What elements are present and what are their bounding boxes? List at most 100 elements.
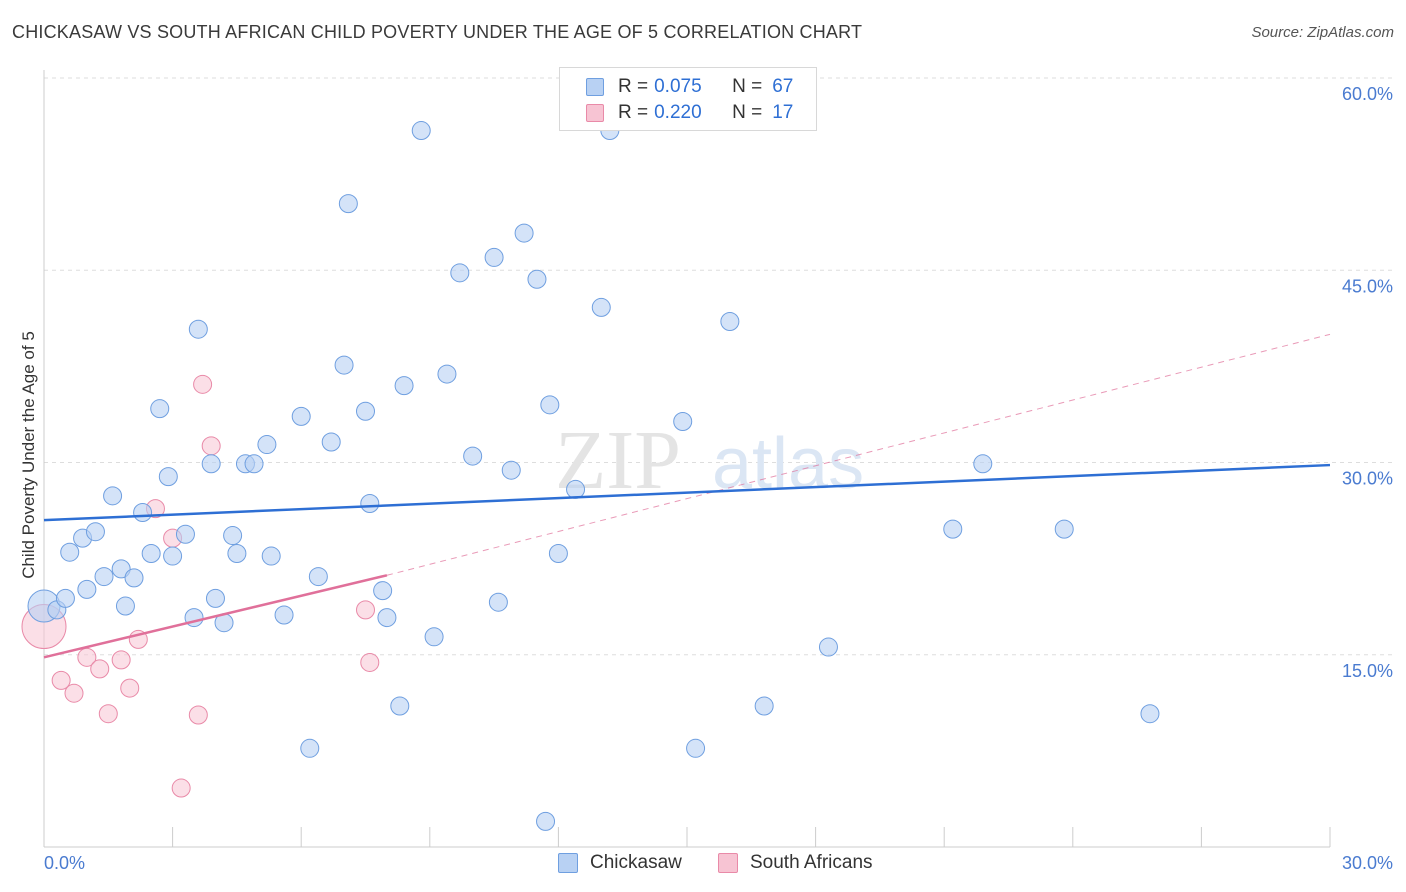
x-tick-label: 0.0% — [44, 853, 85, 873]
trend-line-south-africans-extended — [386, 333, 1331, 576]
point-chickasaw — [463, 446, 483, 466]
trend-line-chickasaw — [43, 463, 1331, 522]
point-south-africans — [201, 436, 221, 456]
point-chickasaw — [291, 406, 311, 426]
point-south-africans — [111, 650, 131, 670]
point-chickasaw — [424, 627, 444, 647]
point-chickasaw — [133, 502, 153, 522]
legend-r-value: 0.075 — [654, 76, 702, 97]
point-chickasaw — [223, 526, 243, 546]
point-chickasaw — [488, 592, 508, 612]
point-chickasaw — [175, 524, 195, 544]
point-chickasaw — [943, 519, 963, 539]
point-chickasaw — [244, 454, 264, 474]
point-chickasaw — [377, 608, 397, 628]
legend-row-chickasaw: R = 0.075 N = 67 — [586, 75, 793, 99]
point-chickasaw — [308, 567, 328, 587]
point-chickasaw — [300, 738, 320, 758]
point-chickasaw — [1140, 704, 1160, 724]
point-chickasaw — [158, 467, 178, 487]
legend-swatch-chickasaw — [586, 78, 604, 96]
point-chickasaw — [450, 263, 470, 283]
legend-row-south-africans: R = 0.220 N = 17 — [586, 101, 793, 125]
legend-n-label: N = — [732, 76, 763, 97]
legend-n-value: 17 — [772, 102, 794, 123]
trend-line-south-africans — [43, 574, 388, 659]
tick-labels: 15.0% 30.0% 45.0% 60.0% 0.0% 30.0% — [44, 84, 1393, 873]
point-south-africans — [64, 683, 84, 703]
point-chickasaw — [973, 454, 993, 474]
point-chickasaw — [321, 432, 341, 452]
point-chickasaw — [77, 579, 97, 599]
point-chickasaw — [686, 738, 706, 758]
point-chickasaw — [274, 605, 294, 625]
y-tick-label: 15.0% — [1342, 661, 1393, 681]
point-chickasaw — [411, 121, 431, 141]
point-chickasaw — [150, 399, 170, 419]
y-axis-label: Child Poverty Under the Age of 5 — [19, 331, 38, 579]
point-chickasaw — [356, 401, 375, 421]
point-south-africans — [120, 678, 140, 698]
point-chickasaw — [720, 312, 740, 332]
bottom-legend-chickasaw: Chickasaw — [558, 852, 682, 874]
bottom-legend-label-chickasaw: Chickasaw — [590, 852, 682, 873]
point-chickasaw — [437, 364, 457, 384]
point-chickasaw — [514, 223, 534, 243]
point-south-africans — [188, 705, 208, 725]
point-chickasaw — [261, 546, 281, 566]
point-chickasaw — [188, 319, 208, 339]
point-chickasaw — [360, 494, 380, 514]
bottom-legend-label-south-africans: South Africans — [750, 852, 873, 873]
legend-swatch-south-africans — [586, 104, 604, 122]
point-south-africans — [360, 652, 380, 672]
point-chickasaw — [124, 568, 144, 588]
legend-n-label: N = — [732, 102, 763, 123]
point-chickasaw — [85, 522, 105, 542]
y-tick-label: 45.0% — [1342, 276, 1393, 296]
legend-r-label: R = — [618, 76, 649, 97]
point-chickasaw — [103, 486, 123, 506]
point-chickasaw — [55, 588, 75, 608]
point-chickasaw — [60, 542, 80, 562]
point-chickasaw — [163, 546, 183, 566]
bottom-legend-swatch-chickasaw — [558, 853, 578, 873]
point-chickasaw — [390, 696, 410, 716]
legend-r-value: 0.220 — [654, 102, 702, 123]
point-south-africans — [193, 374, 213, 394]
point-chickasaw — [1054, 519, 1074, 539]
point-south-africans — [51, 670, 71, 690]
legend: R = 0.075 N = 67 R = 0.220 N = 17 — [559, 67, 817, 131]
bottom-legend-south-africans: South Africans — [718, 852, 873, 874]
point-chickasaw — [484, 247, 504, 267]
point-chickasaw — [257, 435, 277, 455]
point-chickasaw — [115, 596, 135, 616]
point-south-africans — [356, 600, 375, 620]
point-chickasaw — [501, 460, 521, 480]
watermark-atlas: atlas — [712, 424, 864, 504]
point-chickasaw — [566, 479, 586, 499]
point-chickasaw — [141, 543, 161, 563]
grid-lines — [44, 77, 1394, 656]
point-south-africans — [90, 659, 110, 679]
legend-r-label: R = — [618, 102, 649, 123]
point-chickasaw — [227, 543, 247, 563]
point-chickasaw — [591, 297, 611, 317]
point-chickasaw — [334, 355, 354, 375]
axes — [43, 70, 1331, 848]
data-points — [21, 121, 1160, 831]
point-south-africans — [98, 704, 118, 724]
point-chickasaw — [536, 811, 556, 831]
point-chickasaw — [540, 395, 560, 415]
point-chickasaw — [754, 696, 774, 716]
point-chickasaw — [818, 637, 838, 657]
y-tick-label: 30.0% — [1342, 469, 1393, 489]
chart-title: CHICKASAW VS SOUTH AFRICAN CHILD POVERTY… — [12, 22, 863, 42]
point-chickasaw — [338, 194, 358, 214]
chart-source: Source: ZipAtlas.com — [1251, 24, 1394, 41]
x-tick-label: 30.0% — [1342, 853, 1393, 873]
bottom-legend-swatch-south-africans — [718, 853, 738, 873]
point-chickasaw — [373, 581, 393, 601]
point-chickasaw — [201, 454, 221, 474]
y-tick-label: 60.0% — [1342, 84, 1393, 104]
